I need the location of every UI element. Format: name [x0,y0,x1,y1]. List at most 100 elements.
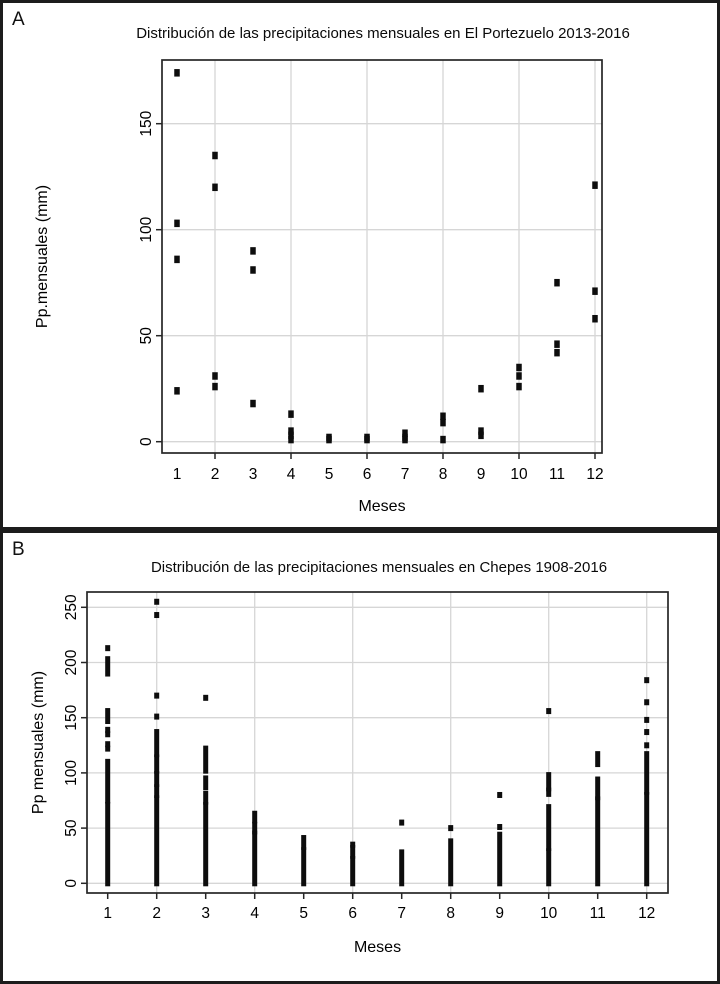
data-segment [154,729,160,758]
data-point [644,677,650,684]
data-point [288,435,294,444]
data-point [546,708,552,715]
data-point [105,645,111,652]
x-axis-title: Meses [358,498,405,515]
data-point [174,255,180,264]
x-tick-label: 4 [287,466,296,483]
y-axis-title: Pp.mensuales (mm) [34,185,51,328]
x-tick-label: 3 [249,466,258,483]
x-tick-label: 9 [495,905,504,922]
x-tick-label: 11 [590,905,606,922]
data-segment [595,776,601,801]
y-tick-label: 150 [138,110,155,136]
data-segment [595,796,601,887]
data-point [516,382,522,391]
x-tick-label: 4 [250,905,259,922]
data-point [497,791,503,798]
x-tick-label: 10 [510,466,528,483]
data-point [105,745,111,752]
data-segment [301,835,307,850]
data-segment [546,772,552,792]
data-segment [203,801,209,887]
y-tick-label: 50 [63,819,80,837]
y-tick-label: 150 [63,704,80,730]
data-segment [203,745,209,774]
data-point [154,692,160,699]
chart-b-title: Distribución de las precipitaciones mens… [150,559,608,576]
data-point [554,278,560,287]
x-tick-label: 2 [152,905,161,922]
data-point [478,384,484,393]
data-point [288,427,294,435]
data-point [402,429,408,437]
data-point [174,387,180,395]
data-point [105,741,111,748]
x-tick-label: 6 [348,905,357,922]
data-point [644,742,650,749]
data-marks [174,69,598,444]
x-tick-label: 12 [638,905,655,922]
data-segment [154,771,160,787]
x-tick-label: 8 [446,905,455,922]
data-segment [350,844,356,859]
data-point [402,435,408,444]
data-point [212,382,218,391]
x-tick-label: 7 [401,466,410,483]
data-point [592,314,598,323]
data-point [250,247,256,255]
data-marks [105,598,650,887]
plot-frame [86,591,669,894]
y-tick-label: 50 [138,327,155,345]
data-segment [350,856,356,887]
data-segment [154,784,160,798]
data-segment [595,751,601,768]
data-point [105,731,111,738]
data-segment [203,790,209,805]
x-tick-label: 8 [439,466,448,483]
x-axis-title: Meses [354,939,401,956]
data-segment [105,708,111,725]
data-point [592,287,598,295]
data-point [644,716,650,723]
x-tick-label: 10 [540,905,558,922]
y-tick-label: 200 [63,649,80,675]
data-point [497,823,503,830]
x-tick-label: 9 [477,466,486,483]
y-tick-label: 0 [138,437,155,446]
data-point [478,431,484,440]
data-point [364,435,370,444]
y-axis-title: Pp mensuales (mm) [30,671,47,814]
axis-ticks [156,122,596,459]
data-point [448,825,454,832]
x-tick-label: 2 [211,466,220,483]
data-point [326,435,332,444]
x-tick-label: 6 [363,466,372,483]
data-segment [203,775,209,791]
data-point [592,181,598,189]
chart-a-title: Distribución de las precipitaciones mens… [136,25,630,42]
data-point [399,819,405,826]
data-point [105,726,111,733]
data-point [516,372,522,380]
y-tick-label: 0 [63,879,80,888]
panel-a: A Distribución de las precipitaciones me… [0,0,720,530]
data-point [644,729,650,736]
data-point [154,612,160,619]
data-point [288,431,294,440]
x-tick-label: 5 [299,905,308,922]
y-tick-label: 250 [63,594,80,620]
data-segment [546,787,552,797]
data-segment [546,804,552,851]
x-tick-label: 12 [586,466,603,483]
data-point [212,372,218,380]
data-point [350,841,356,848]
data-point [440,418,446,427]
data-point [440,435,446,444]
data-point [174,69,180,77]
data-segment [448,838,454,887]
data-point [212,183,218,192]
data-point [644,699,650,706]
